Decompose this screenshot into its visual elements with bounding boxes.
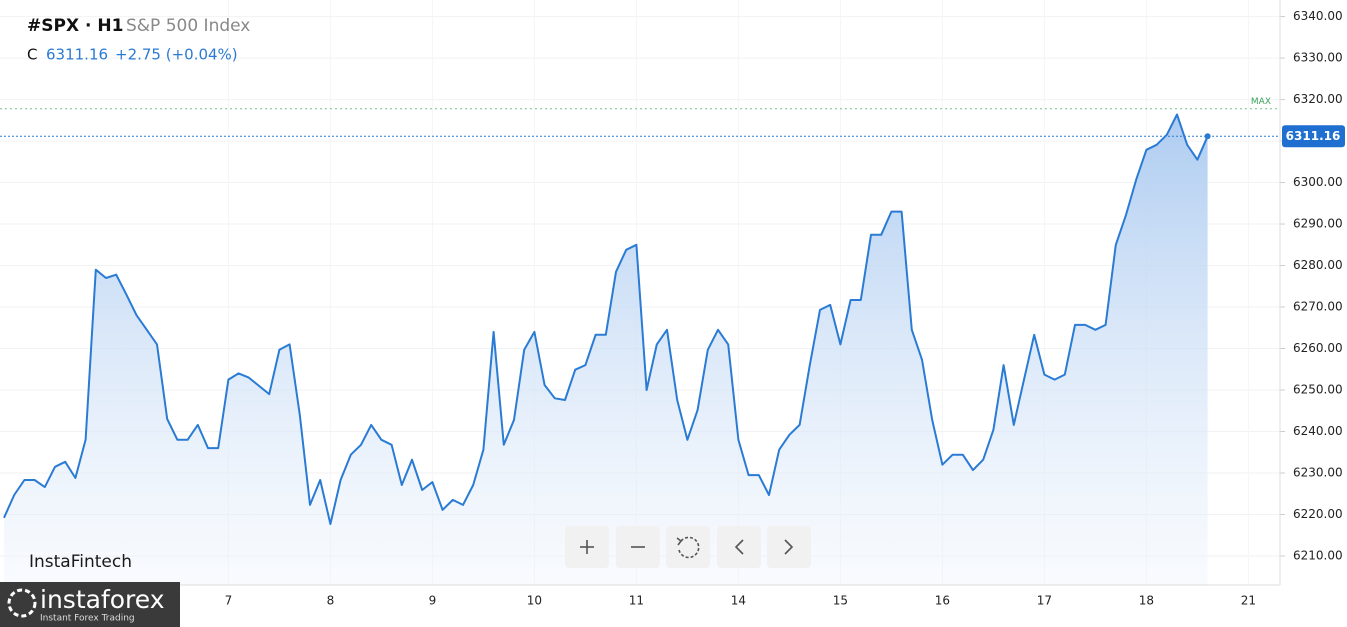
x-tick-label: 7 xyxy=(225,594,233,608)
y-tick-label: 6250.00 xyxy=(1293,383,1343,397)
scroll-left-button[interactable] xyxy=(717,526,761,568)
x-tick-label: 16 xyxy=(935,594,950,608)
logo-name: instaforex xyxy=(40,585,165,614)
x-tick-label: 18 xyxy=(1139,594,1154,608)
x-tick-label: 15 xyxy=(833,594,848,608)
y-tick-label: 6330.00 xyxy=(1293,51,1343,65)
chart-title: #SPX · H1 xyxy=(27,16,123,36)
y-tick-label: 6280.00 xyxy=(1293,258,1343,272)
x-tick-label: 9 xyxy=(429,594,437,608)
y-tick-label: 6300.00 xyxy=(1293,175,1343,189)
y-tick-label: 6340.00 xyxy=(1293,9,1343,23)
logo-tagline: Instant Forex Trading xyxy=(40,614,135,624)
area-fill xyxy=(4,114,1208,585)
y-tick-label: 6220.00 xyxy=(1293,507,1343,521)
y-tick-label: 6230.00 xyxy=(1293,465,1343,479)
y-tick-label: 6320.00 xyxy=(1293,92,1343,106)
zoom-controls xyxy=(565,526,811,568)
x-tick-label: 8 xyxy=(327,594,335,608)
scroll-right-button[interactable] xyxy=(767,526,811,568)
x-tick-label: 10 xyxy=(527,594,542,608)
max-label: MAX xyxy=(1251,97,1271,107)
last-point xyxy=(1204,133,1211,140)
x-tick-label: 21 xyxy=(1241,594,1256,608)
close-label: C xyxy=(27,46,37,64)
last-price-box xyxy=(1282,125,1345,148)
x-tick-label: 14 xyxy=(731,594,746,608)
chart-subtitle: S&P 500 Index xyxy=(126,16,250,36)
x-tick-label: 17 xyxy=(1037,594,1052,608)
last-price-label: 6311.16 xyxy=(1286,129,1341,143)
change-value: +2.75 (+0.04%) xyxy=(115,46,238,64)
x-tick-label: 11 xyxy=(629,594,644,608)
close-value: 6311.16 xyxy=(46,46,108,64)
y-tick-label: 6240.00 xyxy=(1293,424,1343,438)
price-line xyxy=(3,113,1209,525)
reset-button[interactable] xyxy=(666,526,710,568)
zoom-in-button[interactable] xyxy=(565,526,609,568)
logo: instaforex Instant Forex Trading xyxy=(0,582,180,627)
watermark: InstaFintech xyxy=(29,552,132,572)
y-tick-label: 6210.00 xyxy=(1293,548,1343,562)
y-tick-label: 6270.00 xyxy=(1293,300,1343,314)
y-tick-label: 6260.00 xyxy=(1293,341,1343,355)
y-tick-label: 6290.00 xyxy=(1293,217,1343,231)
zoom-out-button[interactable] xyxy=(616,526,660,568)
